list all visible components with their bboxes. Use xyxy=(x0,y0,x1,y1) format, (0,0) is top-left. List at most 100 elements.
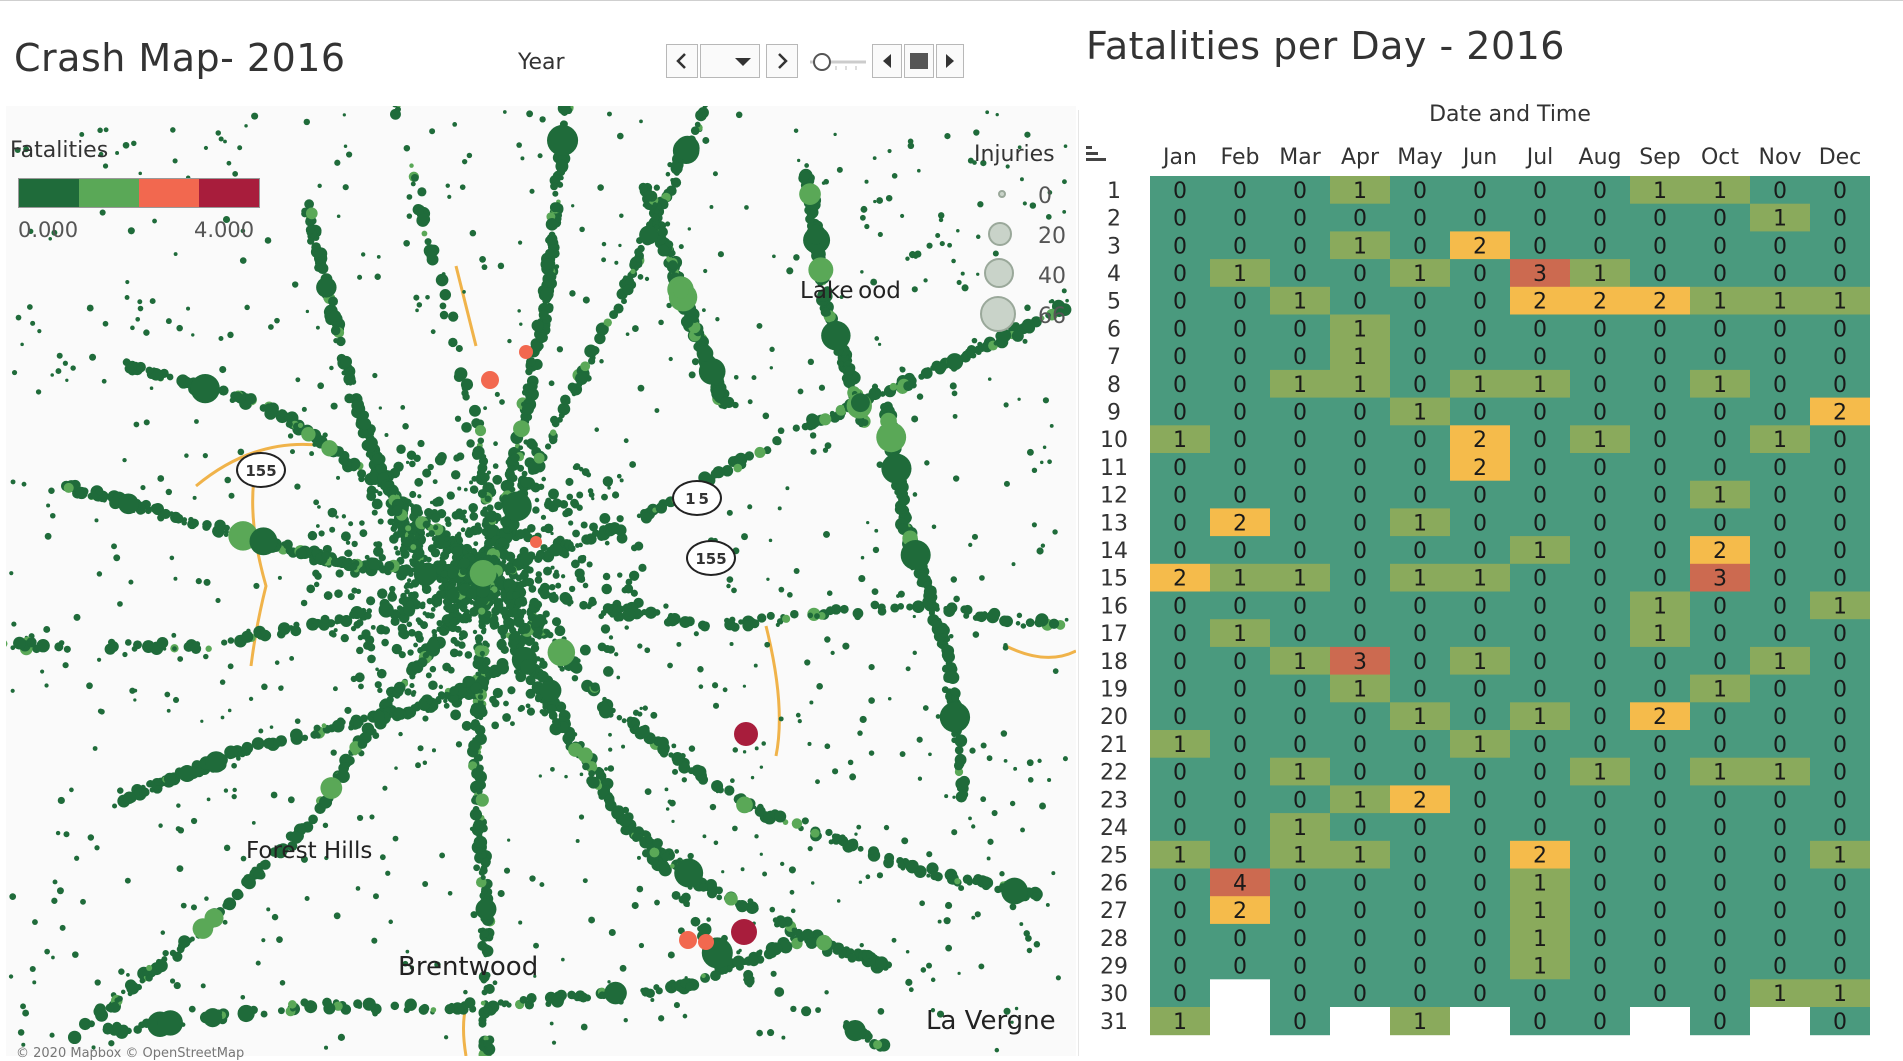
crash-point[interactable] xyxy=(348,521,354,527)
crash-point[interactable] xyxy=(184,453,189,458)
crash-point[interactable] xyxy=(484,1002,490,1008)
crash-point[interactable] xyxy=(117,601,123,607)
crash-point[interactable] xyxy=(721,465,734,477)
crash-point[interactable] xyxy=(617,572,623,578)
crash-point[interactable] xyxy=(340,355,353,368)
crash-point[interactable] xyxy=(525,368,533,376)
crash-point[interactable] xyxy=(747,504,753,510)
crash-point[interactable] xyxy=(769,366,774,370)
crash-point[interactable] xyxy=(947,242,953,248)
crash-point[interactable] xyxy=(821,181,826,185)
crash-point[interactable] xyxy=(422,520,431,529)
crash-point[interactable] xyxy=(866,953,872,959)
crash-point[interactable] xyxy=(181,520,187,526)
crash-point[interactable] xyxy=(251,112,259,120)
crash-point[interactable] xyxy=(793,568,800,574)
crash-point[interactable] xyxy=(413,642,418,648)
crash-point[interactable] xyxy=(406,621,413,628)
crash-point[interactable] xyxy=(450,636,458,644)
crash-point[interactable] xyxy=(520,156,525,161)
crash-point[interactable] xyxy=(960,271,965,276)
crash-point[interactable] xyxy=(528,440,538,451)
crash-point[interactable] xyxy=(1062,756,1068,762)
crash-point[interactable] xyxy=(877,1008,885,1015)
crash-point[interactable] xyxy=(458,641,466,649)
crash-point[interactable] xyxy=(674,849,680,854)
crash-point[interactable] xyxy=(586,561,593,568)
crash-point[interactable] xyxy=(154,959,168,973)
crash-point[interactable] xyxy=(754,746,759,751)
prev-year-button[interactable] xyxy=(666,44,698,78)
crash-point[interactable] xyxy=(117,787,124,794)
crash-point[interactable] xyxy=(774,810,787,823)
month-header[interactable]: Apr xyxy=(1341,145,1380,170)
crash-point[interactable] xyxy=(108,1040,115,1047)
crash-point[interactable] xyxy=(200,719,204,723)
crash-point[interactable] xyxy=(202,522,211,531)
crash-point[interactable] xyxy=(432,498,441,507)
crash-point[interactable] xyxy=(743,972,752,981)
crash-point[interactable] xyxy=(283,539,293,550)
crash-point[interactable] xyxy=(260,1010,268,1018)
crash-point[interactable] xyxy=(654,208,660,215)
crash-point[interactable] xyxy=(609,310,619,320)
crash-point[interactable] xyxy=(709,803,717,811)
crash-point[interactable] xyxy=(237,145,243,151)
crash-point[interactable] xyxy=(240,994,246,1000)
crash-point[interactable] xyxy=(156,636,169,649)
crash-point[interactable] xyxy=(842,840,855,853)
crash-point[interactable] xyxy=(531,618,541,628)
crash-point[interactable] xyxy=(912,614,916,619)
crash-point[interactable] xyxy=(535,571,542,578)
crash-point[interactable] xyxy=(566,493,574,501)
crash-point[interactable] xyxy=(279,685,284,691)
crash-point[interactable] xyxy=(395,550,401,556)
crash-point[interactable] xyxy=(479,824,484,829)
crash-point[interactable] xyxy=(458,557,470,569)
crash-point[interactable] xyxy=(291,281,299,288)
crash-point[interactable] xyxy=(340,458,349,467)
crash-point[interactable] xyxy=(552,571,560,579)
crash-point[interactable] xyxy=(508,565,517,574)
crash-point[interactable] xyxy=(1020,827,1025,833)
crash-point[interactable] xyxy=(787,591,793,598)
crash-point[interactable] xyxy=(92,746,98,751)
crash-point[interactable] xyxy=(732,955,745,968)
crash-point[interactable] xyxy=(493,441,498,447)
crash-point[interactable] xyxy=(441,615,451,624)
crash-point[interactable] xyxy=(479,650,485,657)
crash-point[interactable] xyxy=(180,902,187,909)
crash-point[interactable] xyxy=(550,531,554,536)
crash-point[interactable] xyxy=(538,309,549,321)
crash-point[interactable] xyxy=(270,791,278,799)
crash-point[interactable] xyxy=(152,218,157,224)
crash-point[interactable] xyxy=(398,731,403,737)
crash-point[interactable] xyxy=(462,393,470,401)
crash-point[interactable] xyxy=(1050,298,1055,304)
crash-point[interactable] xyxy=(926,962,933,969)
crash-point[interactable] xyxy=(753,663,758,668)
crash-point[interactable] xyxy=(545,248,555,258)
crash-point[interactable] xyxy=(667,662,673,669)
crash-point[interactable] xyxy=(133,640,142,650)
crash-point[interactable] xyxy=(588,916,596,924)
crash-point[interactable] xyxy=(385,870,391,876)
crash-point[interactable] xyxy=(697,666,704,673)
crash-point[interactable] xyxy=(687,767,695,775)
crash-point[interactable] xyxy=(571,204,575,208)
crash-point[interactable] xyxy=(576,491,584,499)
crash-point[interactable] xyxy=(459,567,468,576)
crash-point[interactable] xyxy=(469,404,481,417)
crash-point[interactable] xyxy=(1027,777,1034,783)
crash-point[interactable] xyxy=(417,187,427,197)
crash-point[interactable] xyxy=(999,871,1005,877)
crash-point[interactable] xyxy=(195,578,202,585)
crash-point[interactable] xyxy=(483,406,488,411)
crash-point[interactable] xyxy=(772,254,776,259)
crash-point[interactable] xyxy=(928,607,936,614)
crash-point[interactable] xyxy=(974,911,981,918)
crash-point[interactable] xyxy=(426,639,440,652)
crash-point[interactable] xyxy=(261,683,268,691)
crash-point[interactable] xyxy=(660,222,667,229)
crash-point[interactable] xyxy=(97,127,103,134)
